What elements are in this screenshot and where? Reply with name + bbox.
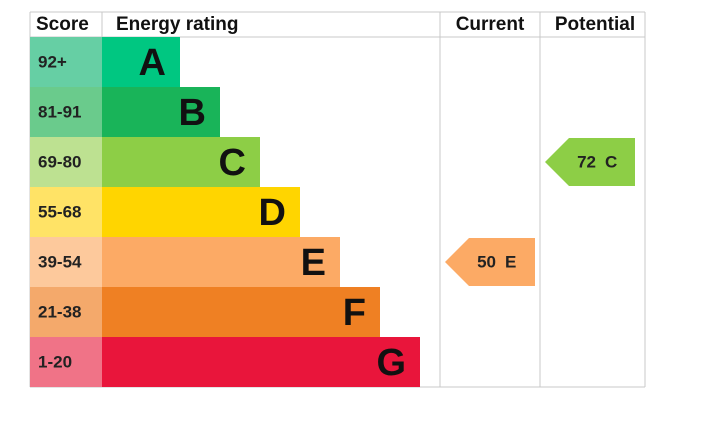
current-header: Current xyxy=(456,14,525,35)
rating-header: Energy rating xyxy=(116,14,238,35)
score-label: 92+ xyxy=(38,52,67,71)
rating-letter: C xyxy=(219,142,246,184)
rating-letter: G xyxy=(376,342,406,384)
score-label: 1-20 xyxy=(38,352,72,371)
rating-letter: F xyxy=(343,292,366,334)
rating-letter: E xyxy=(301,242,326,284)
score-cell xyxy=(30,287,102,337)
rating-bar xyxy=(102,87,220,137)
rating-bar xyxy=(102,237,340,287)
score-label: 55-68 xyxy=(38,202,81,221)
score-cell xyxy=(30,187,102,237)
rating-bar xyxy=(102,187,300,237)
rating-letter: B xyxy=(179,92,206,134)
rating-bar xyxy=(102,137,260,187)
rating-bar xyxy=(102,37,180,87)
score-label: 21-38 xyxy=(38,302,81,321)
potential-rating: C xyxy=(605,152,617,171)
rating-letter: D xyxy=(259,192,286,234)
score-cell xyxy=(30,87,102,137)
score-label: 39-54 xyxy=(38,252,82,271)
score-cell xyxy=(30,237,102,287)
current-value: 50 xyxy=(477,252,496,271)
current-arrow xyxy=(445,238,535,286)
rating-bar xyxy=(102,287,380,337)
score-label: 81-91 xyxy=(38,102,81,121)
potential-header: Potential xyxy=(555,14,635,35)
score-cell xyxy=(30,137,102,187)
rating-letter: A xyxy=(139,42,166,84)
potential-arrow xyxy=(545,138,635,186)
score-label: 69-80 xyxy=(38,152,81,171)
score-cell xyxy=(30,337,102,387)
score-cell xyxy=(30,37,102,87)
potential-value: 72 xyxy=(577,152,596,171)
current-rating: E xyxy=(505,252,516,271)
rating-bar xyxy=(102,337,420,387)
score-header: Score xyxy=(36,14,89,35)
